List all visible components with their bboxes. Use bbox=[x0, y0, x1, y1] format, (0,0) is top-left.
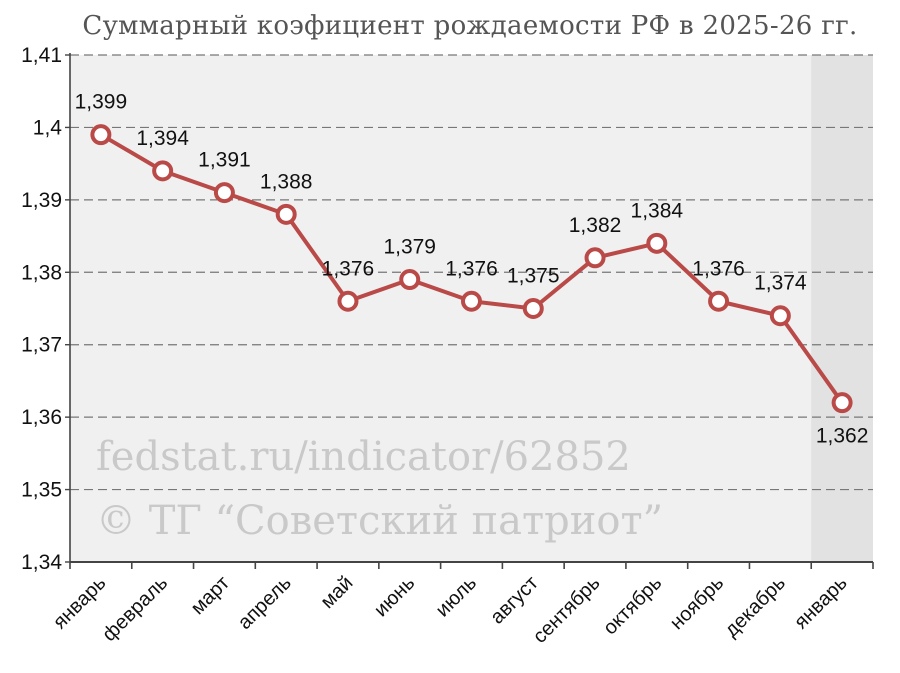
gridlines bbox=[70, 54, 873, 491]
y-tick-label: 1,37 bbox=[21, 334, 62, 357]
y-tick-label: 1,35 bbox=[21, 479, 62, 502]
chart-title: Суммарный коэфициент рождаемости РФ в 20… bbox=[82, 11, 857, 41]
x-tick-label: октябрь bbox=[599, 572, 666, 639]
data-point bbox=[769, 305, 791, 327]
y-tick-label: 1,39 bbox=[21, 189, 62, 212]
x-tick-label: май bbox=[316, 572, 357, 613]
watermark-line: © ТГ “Советский патриот” bbox=[96, 498, 663, 544]
x-tick-label: июнь bbox=[370, 572, 419, 621]
axes bbox=[65, 53, 874, 569]
x-tick-label: август bbox=[486, 572, 543, 629]
data-point bbox=[522, 298, 544, 319]
y-tick-label: 1,4 bbox=[33, 116, 63, 139]
y-tick-label: 1,41 bbox=[21, 44, 62, 67]
data-series bbox=[90, 124, 853, 414]
y-tick-label: 1,34 bbox=[21, 551, 62, 574]
data-label: 1,391 bbox=[198, 149, 251, 172]
x-tick-label: июль bbox=[432, 572, 481, 621]
data-label: 1,376 bbox=[322, 257, 375, 280]
data-label: 1,399 bbox=[75, 91, 128, 114]
watermark-line: fedstat.ru/indicator/62852 bbox=[96, 434, 631, 480]
data-label: 1,384 bbox=[631, 199, 684, 222]
x-tick-label: ноябрь bbox=[666, 572, 728, 634]
data-point bbox=[337, 290, 359, 312]
data-label: 1,394 bbox=[136, 127, 189, 150]
x-tick-label: январь bbox=[790, 572, 851, 633]
data-label: 1,379 bbox=[383, 236, 436, 259]
data-point bbox=[399, 269, 421, 291]
data-point bbox=[90, 124, 112, 146]
highlight-band bbox=[811, 55, 873, 562]
y-tick-label: 1,36 bbox=[21, 406, 62, 429]
data-label: 1,374 bbox=[754, 272, 807, 295]
x-tick-label: сентябрь bbox=[529, 572, 605, 648]
data-point bbox=[275, 203, 297, 225]
data-label: 1,388 bbox=[260, 170, 313, 193]
x-tick-label: апрель bbox=[234, 572, 296, 634]
data-label: 1,362 bbox=[816, 425, 869, 448]
data-point bbox=[461, 290, 482, 312]
data-point bbox=[708, 290, 730, 312]
x-tick-label: декабрь bbox=[721, 572, 790, 641]
data-point bbox=[213, 182, 235, 204]
y-axis-ticks: 1,34 1,35 1,36 1,37 1,38 1,39 1,4 1,41 bbox=[21, 44, 62, 574]
data-point bbox=[831, 392, 853, 414]
x-tick-label: февраль bbox=[98, 572, 172, 646]
data-label: 1,376 bbox=[692, 257, 745, 280]
data-labels: 1,399 1,394 1,391 1,388 1,376 1,379 1,376 1,375… bbox=[75, 91, 869, 448]
data-label: 1,382 bbox=[569, 214, 622, 237]
data-point bbox=[584, 247, 606, 269]
x-tick-label: март bbox=[187, 572, 234, 619]
data-point bbox=[646, 232, 668, 254]
watermark: fedstat.ru/indicator/62852 © ТГ “Советски… bbox=[96, 434, 663, 544]
data-point bbox=[152, 160, 174, 182]
x-tick-label: январь bbox=[49, 572, 110, 633]
y-tick-label: 1,38 bbox=[21, 261, 62, 284]
data-label: 1,376 bbox=[445, 257, 498, 280]
plot-background bbox=[70, 55, 873, 562]
data-label: 1,375 bbox=[507, 265, 560, 288]
